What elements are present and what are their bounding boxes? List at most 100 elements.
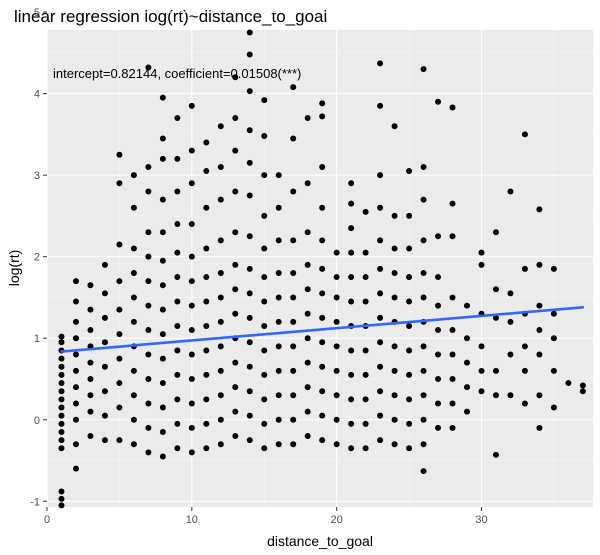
data-point	[174, 371, 181, 378]
data-point	[362, 371, 369, 378]
data-point	[275, 237, 282, 244]
data-point	[449, 233, 456, 240]
data-point	[261, 347, 268, 354]
data-point	[333, 274, 340, 281]
data-point	[159, 428, 166, 435]
data-point	[449, 351, 456, 358]
data-point	[87, 306, 94, 313]
data-point	[174, 298, 181, 305]
data-point	[217, 123, 224, 130]
data-point	[435, 400, 442, 407]
data-point	[435, 233, 442, 240]
data-point	[261, 245, 268, 252]
data-point	[116, 278, 123, 285]
data-point	[275, 318, 282, 325]
data-point	[145, 163, 152, 170]
data-point	[406, 347, 413, 354]
data-point	[72, 367, 79, 374]
data-point	[333, 441, 340, 448]
data-point	[261, 133, 268, 139]
data-point	[319, 363, 326, 370]
data-point	[420, 269, 427, 276]
data-point	[304, 408, 311, 415]
regression-annotation: intercept=0.82144, coefficient=0.01508(*…	[53, 66, 301, 81]
data-point	[145, 327, 152, 334]
data-point	[159, 282, 166, 289]
data-point	[101, 437, 108, 444]
data-point	[348, 249, 355, 256]
data-point	[174, 274, 181, 281]
data-point	[304, 310, 311, 317]
data-point	[319, 237, 326, 244]
data-point	[232, 359, 239, 366]
data-point	[377, 237, 384, 244]
data-point	[406, 168, 413, 175]
data-point	[58, 371, 65, 378]
data-point	[58, 396, 65, 403]
data-point	[159, 404, 166, 411]
data-point	[377, 102, 384, 109]
y-tick-label: -1	[30, 496, 40, 508]
data-point	[348, 298, 355, 305]
data-point	[58, 488, 65, 495]
data-point	[58, 495, 65, 502]
data-point	[319, 437, 326, 444]
data-point	[406, 274, 413, 281]
data-point	[246, 159, 253, 166]
data-point	[362, 396, 369, 403]
x-tick-label: 20	[331, 514, 343, 526]
data-point	[550, 310, 557, 317]
data-point	[362, 208, 369, 215]
data-point	[565, 380, 572, 387]
data-point	[550, 265, 557, 272]
major-gridlines	[46, 11, 593, 507]
data-point	[420, 237, 427, 244]
data-point	[478, 388, 485, 395]
data-point	[145, 351, 152, 358]
data-point	[492, 286, 499, 293]
data-point	[232, 115, 239, 122]
data-point	[145, 64, 152, 71]
data-point	[290, 294, 297, 301]
y-tick-label: 2	[34, 252, 40, 264]
x-tick-label: 10	[186, 514, 198, 526]
data-point	[435, 424, 442, 431]
data-point	[174, 249, 181, 256]
data-point	[72, 278, 79, 285]
data-point	[420, 441, 427, 448]
data-point	[290, 367, 297, 374]
data-point	[449, 104, 456, 111]
data-point	[536, 327, 543, 334]
data-point	[275, 294, 282, 301]
data-point	[261, 445, 268, 452]
data-point	[246, 265, 253, 272]
data-point	[290, 318, 297, 325]
chart-title: linear regression log(rt)~distance_to_go…	[14, 7, 327, 26]
data-point	[464, 384, 470, 391]
data-point	[348, 445, 355, 452]
data-point	[579, 388, 586, 395]
data-point	[232, 408, 239, 415]
data-point	[420, 343, 427, 350]
data-point	[246, 192, 253, 199]
data-point	[217, 367, 224, 374]
data-point	[130, 367, 137, 374]
data-point	[246, 51, 253, 58]
data-point	[261, 274, 268, 281]
data-point	[116, 404, 123, 411]
data-point	[232, 310, 239, 317]
data-point	[420, 468, 427, 475]
data-point	[58, 333, 65, 340]
data-point	[87, 375, 94, 382]
data-point	[362, 249, 369, 256]
data-point	[449, 200, 456, 207]
data-point	[391, 212, 398, 219]
data-point	[435, 375, 442, 382]
data-point	[435, 98, 442, 105]
data-point	[348, 347, 355, 354]
data-point	[536, 206, 543, 213]
data-point	[203, 322, 210, 329]
data-point	[478, 249, 485, 256]
data-point	[362, 298, 369, 305]
data-point	[246, 290, 253, 297]
